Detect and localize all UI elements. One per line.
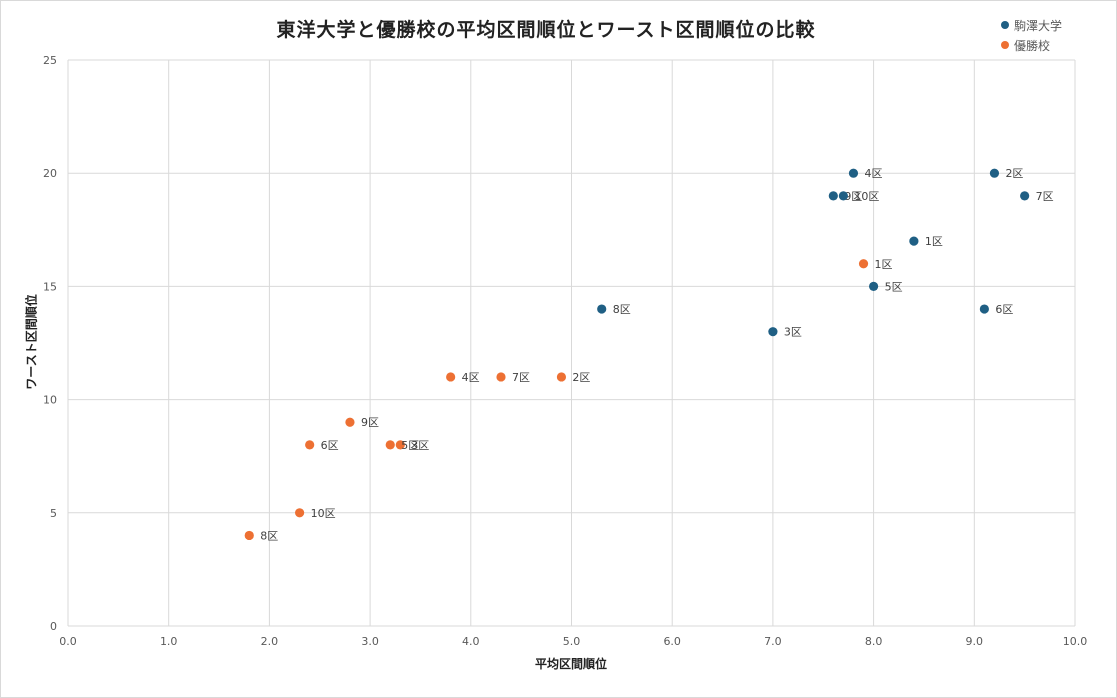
x-tick-label: 5.0 — [563, 635, 581, 648]
data-point — [838, 191, 848, 201]
data-label: 6区 — [321, 439, 339, 452]
data-point — [869, 281, 879, 291]
data-label: 4区 — [462, 371, 480, 384]
data-label: 5区 — [885, 280, 903, 293]
data-point — [979, 304, 989, 314]
data-point — [768, 327, 778, 337]
data-label: 7区 — [1036, 190, 1054, 203]
legend-item-series-2: 優勝校 — [1001, 35, 1062, 55]
data-label: 8区 — [613, 303, 631, 316]
y-tick-label: 15 — [43, 280, 57, 293]
legend-item-series-1: 駒澤大学 — [1001, 15, 1062, 35]
x-tick-label: 0.0 — [59, 635, 77, 648]
data-label: 6区 — [995, 303, 1013, 316]
x-tick-label: 7.0 — [764, 635, 782, 648]
data-label: 10区 — [311, 507, 336, 520]
x-tick-label: 3.0 — [361, 635, 379, 648]
data-label: 4区 — [864, 167, 882, 180]
data-point — [305, 440, 315, 450]
x-tick-label: 8.0 — [865, 635, 883, 648]
data-point — [989, 168, 1000, 178]
y-tick-label: 5 — [50, 507, 57, 520]
data-label: 3区 — [784, 326, 802, 339]
data-point — [496, 372, 506, 382]
data-label: 1区 — [925, 235, 943, 248]
data-point — [395, 440, 405, 450]
x-tick-label: 4.0 — [462, 635, 480, 648]
x-tick-label: 10.0 — [1063, 635, 1088, 648]
data-label: 10区 — [854, 190, 879, 203]
data-point — [597, 304, 607, 314]
y-tick-label: 25 — [43, 54, 57, 67]
data-point — [295, 508, 305, 518]
y-tick-label: 10 — [43, 394, 57, 407]
legend: 駒澤大学 優勝校 — [1001, 15, 1062, 55]
data-point — [828, 191, 838, 201]
data-label: 9区 — [844, 190, 862, 203]
data-label: 9区 — [361, 416, 379, 429]
data-label: 3区 — [411, 439, 429, 452]
chart-title: 東洋大学と優勝校の平均区間順位とワースト区間順位の比較 — [276, 19, 816, 41]
data-point — [385, 440, 395, 450]
data-point — [1020, 191, 1030, 201]
legend-label-series-1: 駒澤大学 — [1014, 18, 1063, 33]
data-label: 1区 — [875, 258, 893, 271]
legend-marker-series-1 — [1001, 21, 1009, 29]
legend-marker-series-2 — [1001, 41, 1009, 49]
x-axis-label: 平均区間順位 — [534, 657, 608, 671]
data-point — [848, 168, 859, 178]
data-point — [556, 372, 567, 382]
data-point — [345, 417, 355, 427]
legend-label-series-2: 優勝校 — [1014, 38, 1051, 53]
data-point — [446, 372, 456, 382]
data-label: 2区 — [1005, 167, 1023, 180]
data-point — [909, 236, 919, 246]
y-tick-label: 20 — [43, 167, 57, 180]
data-point — [858, 259, 869, 269]
data-point — [244, 530, 254, 541]
data-label: 2区 — [572, 371, 590, 384]
data-label: 5区 — [401, 439, 419, 452]
data-label: 8区 — [260, 529, 278, 542]
x-tick-label: 6.0 — [663, 635, 681, 648]
data-label: 7区 — [512, 371, 530, 384]
y-tick-label: 0 — [50, 620, 57, 633]
x-tick-label: 9.0 — [966, 635, 984, 648]
x-tick-label: 1.0 — [160, 635, 178, 648]
x-tick-label: 2.0 — [261, 635, 279, 648]
